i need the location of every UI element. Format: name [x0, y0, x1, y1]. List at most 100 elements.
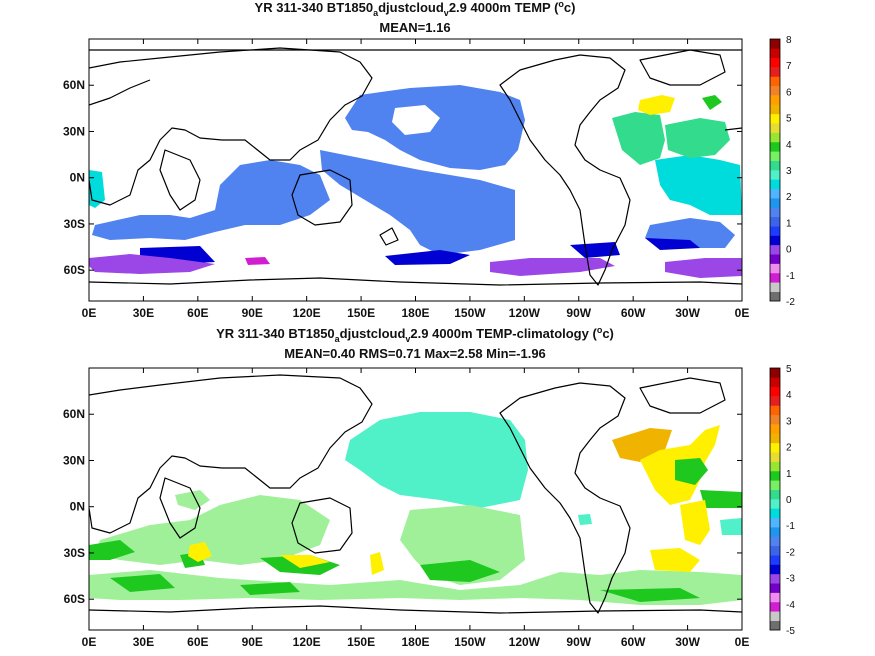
bottom-colorbar-swatch — [770, 480, 780, 490]
top-colorbar-swatch — [770, 207, 780, 218]
bottom-x-tick-label: 30W — [675, 635, 700, 649]
top-x-tick-label: 60W — [621, 306, 646, 320]
top-x-tick-label: 0E — [82, 306, 97, 320]
top-colorbar-swatch — [770, 113, 780, 124]
bottom-colorbar: 5 4 3 2 1 0 -1 -2 -3 -4 -5 — [769, 364, 795, 637]
top-colorbar-tick-label: 1 — [786, 218, 792, 229]
top-colorbar-swatch — [770, 216, 780, 227]
top-colorbar-swatch — [770, 39, 780, 49]
top-colorbar-tick-label: 7 — [786, 61, 792, 72]
top-colorbar-frame — [769, 38, 781, 302]
top-colorbar-swatch — [770, 263, 780, 274]
bottom-y-tick-label: 60N — [63, 407, 85, 421]
bottom-colorbar-swatch — [770, 414, 780, 425]
bottom-x-tick-label: 30E — [133, 635, 154, 649]
top-colorbar-tick-label: 3 — [786, 166, 792, 177]
bottom-title: YR 311-340 BT1850adjustcloudv2.9 4000m T… — [216, 325, 614, 344]
bottom-x-tick-label: 180E — [401, 635, 429, 649]
bottom-colorbar-tick-label: 4 — [786, 390, 792, 401]
bottom-colorbar-frame — [769, 367, 781, 631]
bottom-colorbar-tick-label: 3 — [786, 416, 792, 427]
top-region-magenta — [245, 257, 270, 265]
bottom-region-west-pacific — [175, 490, 210, 510]
bottom-region-atlantic-green — [675, 458, 708, 485]
bottom-colorbar-swatch — [770, 508, 780, 519]
top-colorbar-swatch — [770, 141, 780, 152]
top-map — [89, 47, 742, 286]
top-coastlines — [89, 47, 742, 286]
bottom-colorbar-swatch — [770, 489, 780, 500]
bottom-colorbar-tick-label: 1 — [786, 469, 792, 480]
bottom-colorbar-swatch — [770, 442, 780, 453]
top-colorbar-swatch — [770, 104, 780, 115]
top-colorbar-swatch — [770, 123, 780, 133]
bottom-colorbar-tick-label: -1 — [786, 521, 795, 532]
bottom-colorbar-swatch — [770, 377, 780, 388]
top-y-tick-label: 30N — [63, 124, 85, 138]
top-region-labrador-edge — [702, 95, 722, 110]
top-colorbar-swatch — [770, 85, 780, 96]
top-colorbar-swatch — [770, 76, 780, 87]
top-colorbar-swatch — [770, 95, 780, 105]
bottom-x-tick-label: 90W — [566, 635, 591, 649]
top-colorbar-tick-label: 4 — [786, 140, 792, 151]
bottom-colorbar-swatch — [770, 545, 780, 556]
top-region-tropical-atlantic — [655, 155, 742, 215]
top-region-north-atlantic-gulf — [612, 112, 665, 165]
top-region-southern-ocean — [89, 254, 742, 278]
bottom-region-south-indian-yellow — [188, 542, 384, 575]
top-colorbar-swatch — [770, 272, 780, 283]
bottom-colorbar-swatch — [770, 536, 780, 547]
top-colorbar-swatch — [770, 198, 780, 208]
bottom-panel: YR 311-340 BT1850adjustcloudv2.9 4000m T… — [63, 325, 795, 649]
top-colorbar-swatch — [770, 244, 780, 255]
top-colorbar-tick-label: 8 — [786, 35, 792, 46]
bottom-x-axis: 0E 30E 60E 90E 120E 150E 180E 150W 120W 90W 60W 30W… — [82, 368, 749, 649]
top-y-tick-label: 60N — [63, 78, 85, 92]
bottom-coastlines — [89, 374, 742, 614]
top-region-indian-ocean — [92, 160, 330, 240]
top-x-tick-label: 0E — [735, 306, 750, 320]
bottom-region-south-atlantic-yellow — [650, 500, 710, 572]
top-y-tick-label: 0N — [70, 171, 85, 185]
bottom-colorbar-swatch — [770, 452, 780, 462]
bottom-x-tick-label: 120W — [509, 635, 541, 649]
bottom-colorbar-swatch — [770, 592, 780, 603]
bottom-x-tick-label: 60W — [621, 635, 646, 649]
top-x-tick-label: 30W — [675, 306, 700, 320]
top-colorbar-tick-label: -2 — [786, 297, 795, 308]
top-colorbar: 8 7 6 5 4 3 2 1 0 -1 -2 — [769, 35, 795, 308]
bottom-colorbar-swatch — [770, 611, 780, 621]
bottom-region-southern-ocean — [89, 570, 742, 605]
top-colorbar-tick-label: 0 — [786, 245, 792, 256]
top-colorbar-swatch — [770, 254, 780, 264]
top-colorbar-swatch — [770, 282, 780, 292]
bottom-colorbar-swatch — [770, 517, 780, 528]
bottom-y-tick-label: 60S — [64, 592, 85, 606]
top-x-tick-label: 120W — [509, 306, 541, 320]
top-colorbar-tick-label: 2 — [786, 192, 792, 203]
top-region-labrador — [638, 95, 675, 115]
top-y-tick-label: 60S — [64, 263, 85, 277]
top-colorbar-swatch — [770, 291, 780, 302]
top-title: YR 311-340 BT1850adjustcloudv2.9 4000m T… — [255, 0, 576, 18]
bottom-region-north-pacific — [345, 412, 528, 508]
bottom-subtitle: MEAN=0.40 RMS=0.71 Max=2.58 Min=-1.96 — [284, 346, 546, 361]
bottom-map — [89, 374, 742, 614]
top-panel: YR 311-340 BT1850adjustcloudv2.9 4000m T… — [63, 0, 795, 320]
bottom-x-tick-label: 90E — [242, 635, 263, 649]
bottom-colorbar-swatch — [770, 405, 780, 416]
bottom-y-tick-label: 0N — [70, 500, 85, 514]
top-colorbar-swatch — [770, 188, 780, 199]
bottom-region-tropical-atlantic-green — [700, 490, 742, 508]
bottom-colorbar-tick-label: -5 — [786, 626, 795, 637]
bottom-colorbar-swatch — [770, 433, 780, 444]
bottom-region-southern-green — [110, 574, 700, 602]
bottom-colorbar-swatch — [770, 527, 780, 537]
top-colorbar-swatch — [770, 160, 780, 171]
top-colorbar-swatch — [770, 170, 780, 180]
bottom-x-tick-label: 150W — [454, 635, 486, 649]
bottom-colorbar-tick-label: -4 — [786, 600, 795, 611]
bottom-colorbar-swatch — [770, 386, 780, 397]
